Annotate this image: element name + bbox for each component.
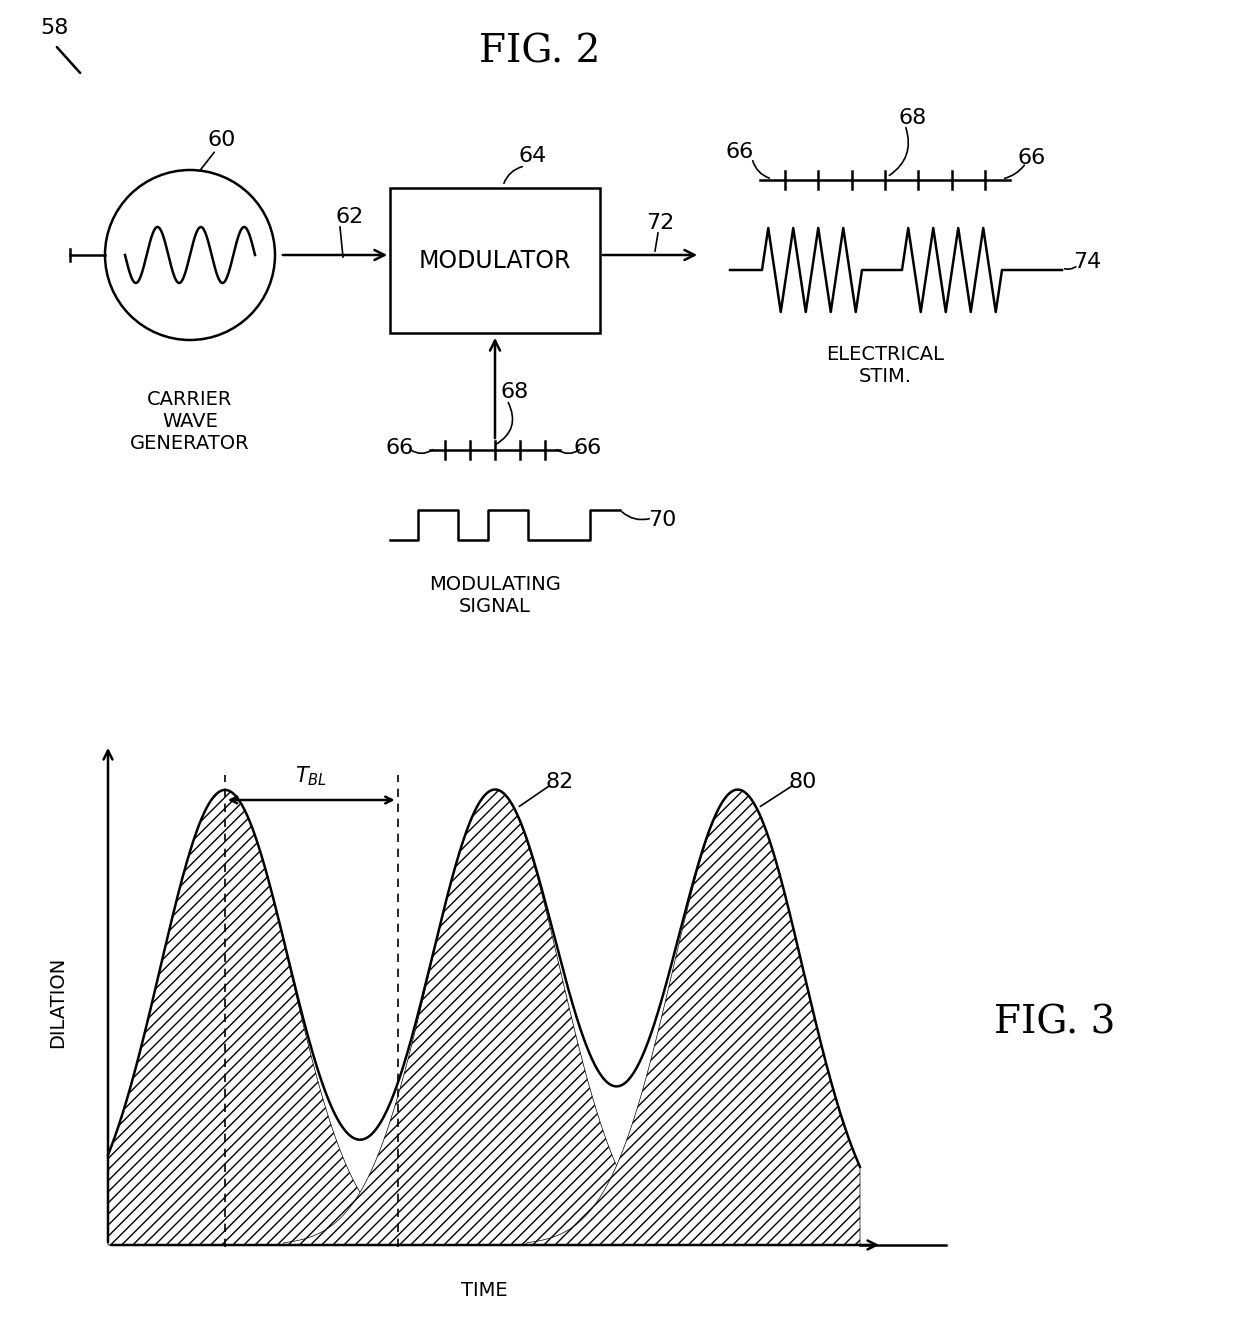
Text: 74: 74 [1073, 252, 1101, 272]
Text: 62: 62 [336, 207, 365, 227]
Text: MODULATING
SIGNAL: MODULATING SIGNAL [429, 575, 560, 616]
Text: MODULATOR: MODULATOR [419, 249, 572, 273]
Text: FIG. 2: FIG. 2 [480, 33, 600, 70]
Polygon shape [108, 789, 453, 1246]
Text: $T_{BL}$: $T_{BL}$ [295, 764, 327, 788]
Text: DILATION: DILATION [48, 957, 67, 1048]
Text: 66: 66 [574, 438, 603, 457]
Text: 66: 66 [386, 438, 414, 457]
Text: 66: 66 [725, 142, 754, 162]
Text: 82: 82 [546, 772, 574, 792]
Polygon shape [268, 789, 723, 1246]
Text: 60: 60 [208, 130, 236, 150]
Text: 58: 58 [41, 18, 69, 38]
Text: 72: 72 [646, 214, 675, 233]
Polygon shape [511, 789, 861, 1246]
Text: ELECTRICAL
STIM.: ELECTRICAL STIM. [826, 345, 944, 386]
Text: 66: 66 [1018, 148, 1047, 167]
Text: TIME: TIME [461, 1281, 507, 1300]
Text: FIG. 3: FIG. 3 [994, 1004, 1116, 1041]
Text: 68: 68 [899, 108, 928, 128]
Text: 70: 70 [647, 510, 676, 530]
Text: 68: 68 [501, 382, 529, 402]
Text: 64: 64 [518, 146, 547, 166]
Text: CARRIER
WAVE
GENERATOR: CARRIER WAVE GENERATOR [130, 390, 249, 453]
Text: 80: 80 [789, 772, 817, 792]
Bar [391, 188, 600, 333]
